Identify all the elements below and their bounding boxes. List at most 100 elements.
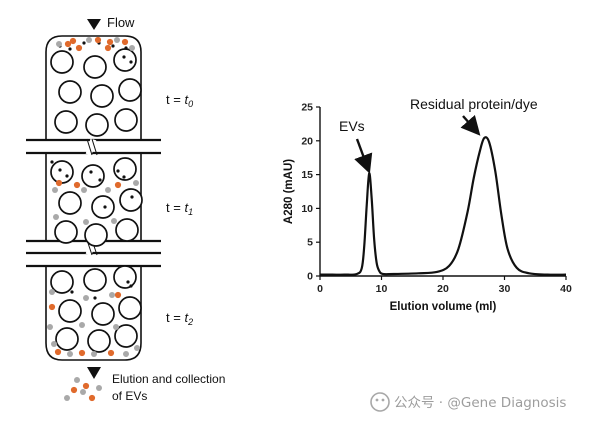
- ev-particle: [121, 38, 129, 46]
- protein-particle: [51, 341, 57, 347]
- annotation-residual-arrow: [460, 114, 481, 136]
- bead: [54, 110, 78, 134]
- protein-particle: [114, 37, 120, 43]
- protein-particle: [81, 187, 87, 193]
- ev-particle: [94, 36, 102, 44]
- small-particle: [98, 178, 102, 182]
- bead: [90, 84, 114, 108]
- bead: [118, 78, 142, 102]
- bead: [83, 268, 107, 292]
- y-tick-label: 15: [301, 169, 313, 181]
- protein-particle: [80, 389, 86, 395]
- bead: [115, 218, 139, 242]
- y-tick-label: 25: [301, 102, 313, 114]
- protein-particle: [56, 41, 62, 47]
- y-tick-label: 10: [301, 203, 313, 215]
- y-tick-label: 5: [307, 237, 313, 249]
- bead: [83, 55, 107, 79]
- protein-particle: [47, 324, 53, 330]
- protein-particle: [91, 351, 97, 357]
- y-tick-label: 0: [307, 271, 313, 283]
- bead: [85, 113, 109, 137]
- annotation-evs: EVs: [339, 118, 365, 134]
- x-tick-label: 30: [499, 283, 511, 295]
- small-particle: [126, 280, 130, 284]
- chart-annotations: EVs Residual protein/dye: [339, 96, 538, 174]
- bead: [114, 108, 138, 132]
- protein-particle: [83, 219, 89, 225]
- protein-particle: [86, 37, 92, 43]
- protein-particle: [133, 180, 139, 186]
- ev-particle: [64, 40, 72, 48]
- bead: [54, 220, 78, 244]
- bead: [58, 80, 82, 104]
- protein-particle: [79, 322, 85, 328]
- time-label-t1: t = t1: [166, 200, 193, 217]
- watermark: 公众号 · @Gene Diagnosis: [370, 392, 566, 412]
- ev-particle: [78, 349, 86, 357]
- small-particle: [70, 290, 74, 294]
- bead: [119, 188, 143, 212]
- bead: [50, 160, 74, 184]
- protein-particle: [109, 292, 115, 298]
- outlet-label-line2: of EVs: [112, 389, 147, 403]
- chart-ticks: 0 10 20 30 40 0 5 10 15 20 25: [301, 102, 572, 296]
- x-tick-label: 0: [317, 283, 323, 295]
- ev-particle: [48, 303, 56, 311]
- ev-particle: [107, 349, 115, 357]
- bead: [118, 296, 142, 320]
- flow-arrow-icon: [87, 19, 101, 30]
- small-particle: [50, 160, 54, 164]
- time-label-t0: t = t0: [166, 92, 193, 109]
- flow-label: Flow: [107, 15, 135, 30]
- small-particle: [68, 47, 72, 51]
- x-tick-label: 40: [560, 283, 572, 295]
- ev-particle: [69, 37, 77, 45]
- chart-ylabel: A280 (mAU): [283, 159, 295, 224]
- protein-particle: [74, 377, 80, 383]
- y-tick-label: 20: [301, 135, 313, 147]
- small-particle: [122, 55, 126, 59]
- sample-particles: [47, 36, 140, 402]
- small-particle: [124, 46, 128, 50]
- small-particle: [103, 205, 107, 209]
- ev-particle: [114, 291, 122, 299]
- bead: [91, 302, 115, 326]
- x-tick-label: 20: [437, 283, 449, 295]
- wechat-logo-icon: [370, 392, 390, 412]
- outlet-arrow-icon: [87, 367, 101, 379]
- protein-particle: [49, 289, 55, 295]
- ev-particle: [104, 44, 112, 52]
- bead: [50, 270, 74, 294]
- protein-particle: [134, 345, 140, 351]
- small-particle: [111, 44, 115, 48]
- bead: [114, 324, 138, 348]
- bead: [81, 164, 105, 188]
- bead: [55, 327, 79, 351]
- bead: [113, 157, 137, 181]
- ev-particle: [106, 38, 114, 46]
- protein-particle: [96, 385, 102, 391]
- bead: [91, 195, 115, 219]
- protein-particle: [111, 218, 117, 224]
- protein-particle: [113, 324, 119, 330]
- time-label-t2: t = t2: [166, 310, 193, 327]
- ev-particle: [55, 179, 63, 187]
- ev-particle: [114, 181, 122, 189]
- chart-series-line: [320, 136, 567, 276]
- watermark-text: 公众号 · @Gene Diagnosis: [394, 395, 566, 411]
- protein-particle: [67, 351, 73, 357]
- ev-particle: [75, 44, 83, 52]
- annotation-residual: Residual protein/dye: [410, 96, 538, 112]
- ev-particle: [54, 348, 62, 356]
- small-particle: [130, 195, 134, 199]
- protein-particle: [123, 351, 129, 357]
- bead: [113, 48, 137, 72]
- protein-particle: [83, 295, 89, 301]
- small-particle: [58, 168, 62, 172]
- x-tick-label: 10: [376, 283, 388, 295]
- annotation-evs-arrow: [354, 138, 373, 174]
- protein-particle: [64, 395, 70, 401]
